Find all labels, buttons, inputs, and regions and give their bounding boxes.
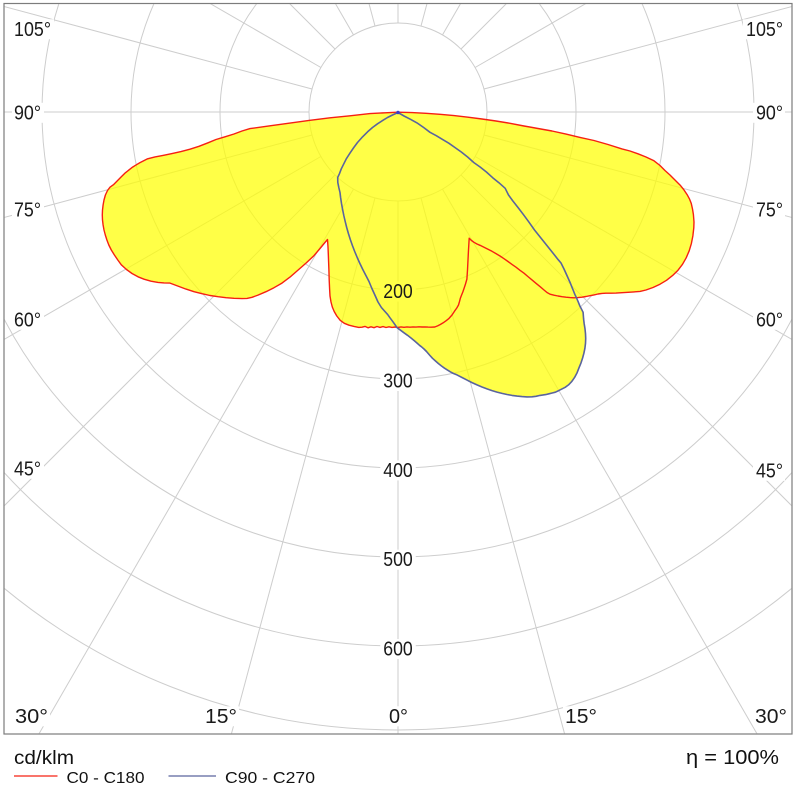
- svg-text:60°: 60°: [14, 309, 41, 331]
- svg-text:30°: 30°: [15, 706, 48, 728]
- svg-text:45°: 45°: [756, 460, 783, 482]
- svg-text:cd/klm: cd/klm: [14, 748, 74, 769]
- svg-text:400: 400: [383, 460, 413, 482]
- svg-text:η = 100%: η = 100%: [686, 747, 779, 769]
- svg-text:60°: 60°: [756, 309, 783, 331]
- svg-text:500: 500: [383, 549, 413, 571]
- svg-text:105°: 105°: [14, 19, 51, 41]
- svg-text:105°: 105°: [746, 19, 783, 41]
- svg-text:45°: 45°: [14, 458, 41, 480]
- svg-text:C0 - C180: C0 - C180: [67, 770, 145, 787]
- svg-text:15°: 15°: [205, 706, 237, 728]
- svg-text:90°: 90°: [14, 102, 41, 124]
- svg-text:90°: 90°: [756, 102, 783, 124]
- svg-text:200: 200: [383, 281, 413, 303]
- svg-text:30°: 30°: [755, 706, 787, 728]
- svg-text:C90 - C270: C90 - C270: [225, 770, 315, 787]
- svg-text:600: 600: [383, 639, 413, 661]
- svg-text:300: 300: [383, 371, 413, 393]
- svg-text:75°: 75°: [756, 199, 783, 221]
- svg-text:75°: 75°: [14, 199, 41, 221]
- svg-text:15°: 15°: [565, 706, 597, 728]
- svg-text:0°: 0°: [389, 706, 408, 728]
